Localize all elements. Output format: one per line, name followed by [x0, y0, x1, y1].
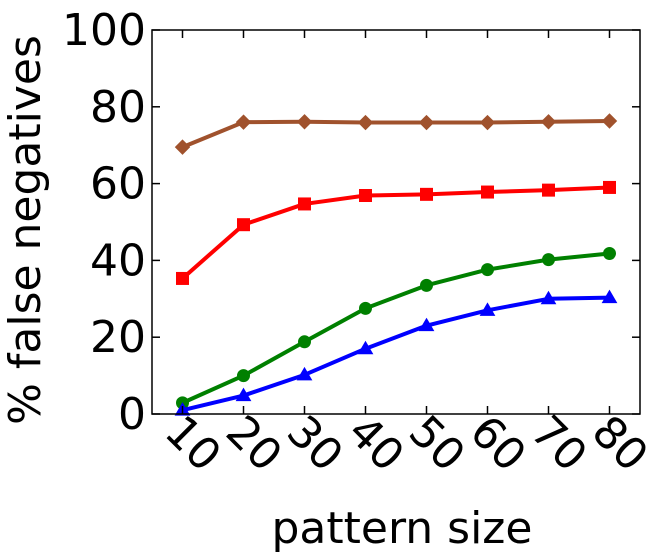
series-4-point [296, 366, 313, 381]
y-axis-ticks: 0 20 40 60 80 100 [62, 5, 640, 440]
series-2-point [603, 180, 616, 194]
series-4-point [540, 290, 557, 305]
x-tick-label: 80 [582, 406, 658, 482]
series-3-point [481, 263, 494, 277]
series-3-line [181, 251, 610, 405]
series-3-point [359, 301, 372, 315]
y-axis-label: % false negatives [0, 35, 51, 425]
y-tick-label: 60 [90, 159, 146, 210]
series-1-point [357, 114, 374, 131]
series-4-point [235, 387, 252, 402]
series-1-point [601, 113, 618, 129]
series-4-point [418, 317, 435, 332]
y-tick-label: 0 [118, 389, 146, 440]
series-4-point [357, 340, 374, 355]
series-4-point [601, 289, 618, 304]
series-1-point [418, 114, 435, 131]
series-3-point [420, 278, 433, 292]
series-1-line [181, 119, 610, 149]
series-2-line [181, 185, 610, 280]
series-1-point [540, 114, 557, 130]
plot-marks [174, 113, 618, 416]
series-1-point [296, 114, 313, 130]
series-3-point [237, 369, 250, 383]
series-1-point [479, 114, 496, 131]
series-3-point [603, 246, 616, 260]
series-2-point [237, 218, 250, 232]
plot-frame [151, 29, 641, 415]
y-tick-label: 20 [90, 312, 146, 363]
series-2-point [420, 187, 433, 201]
y-tick-label: 100 [62, 5, 146, 56]
series-1-point [174, 139, 191, 155]
series-4-line [182, 295, 610, 413]
series-2-point [176, 271, 189, 285]
series-3-point [298, 335, 311, 349]
series-2-point [359, 189, 372, 203]
series-4-point [479, 302, 496, 316]
y-tick-label: 40 [90, 235, 146, 286]
series-2-point [298, 197, 311, 211]
series-1-point [235, 114, 252, 130]
series-2-point [542, 183, 555, 197]
series-2-point [481, 185, 494, 199]
x-axis-label: pattern size [272, 503, 533, 554]
series-3-point [542, 253, 555, 267]
y-tick-label: 80 [90, 82, 146, 133]
